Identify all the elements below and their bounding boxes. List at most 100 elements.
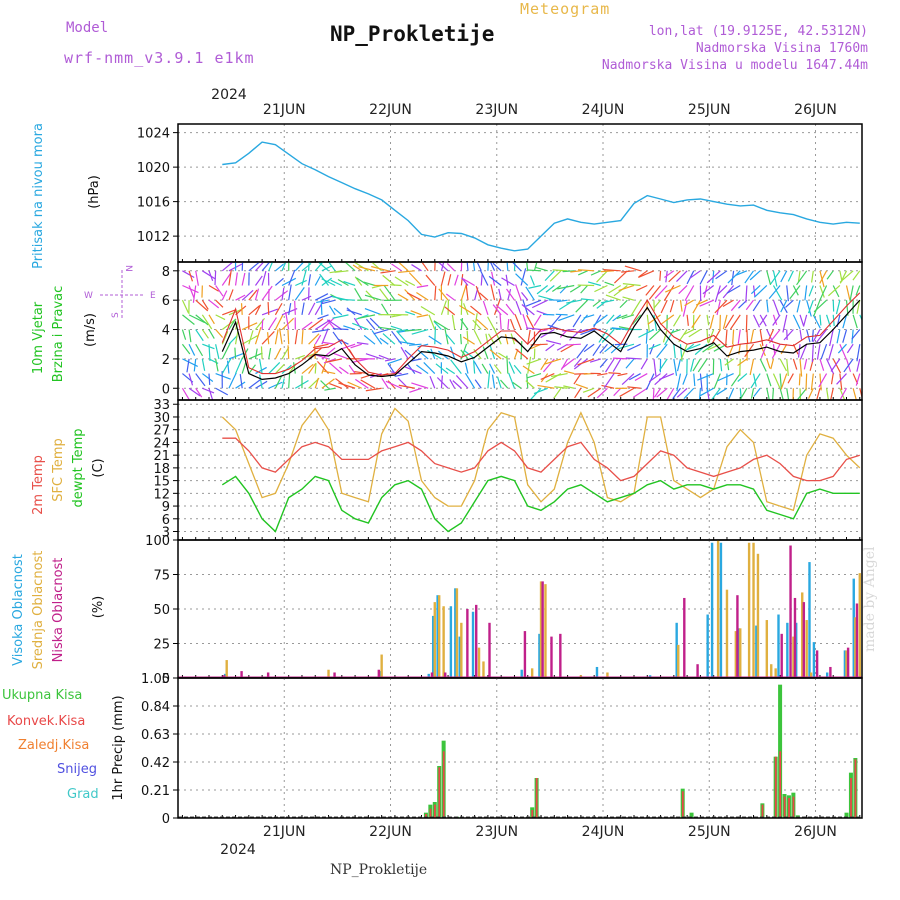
- wind-arrow: [460, 283, 468, 301]
- wind-arrow: [819, 358, 825, 371]
- wind-arrow: [459, 304, 475, 316]
- wind-arrow: [400, 346, 409, 360]
- wind-arrow: [573, 358, 582, 367]
- cloud-bar: [805, 620, 808, 678]
- wind-arrow: [842, 329, 848, 343]
- wind-arrow: [394, 372, 409, 377]
- wind-arrow: [215, 358, 219, 372]
- meteogram-title: Meteogram: [520, 0, 611, 18]
- wind-arrow: [555, 313, 568, 316]
- wind-arrow: [676, 387, 688, 398]
- wind-arrow: [390, 325, 402, 331]
- wind-arrow: [640, 358, 648, 370]
- wind-arrow: [281, 262, 287, 272]
- precip-conv-bar: [535, 778, 538, 818]
- wind-arrow: [819, 285, 828, 301]
- wind-arrow: [737, 329, 741, 344]
- wind-arrow: [221, 290, 228, 301]
- wind-arrow: [521, 304, 535, 316]
- precip-label-hail: Grad: [67, 787, 99, 802]
- wind-arrow: [440, 262, 445, 271]
- cloud-bar: [520, 669, 523, 678]
- cloud-bar: [380, 654, 383, 678]
- wind-arrow: [350, 343, 362, 349]
- wind-arrow: [455, 375, 469, 389]
- wind-arrow: [837, 343, 847, 354]
- wind-arrow: [554, 386, 568, 389]
- precip-conv-bar: [425, 814, 427, 818]
- wind-arrow: [221, 272, 232, 286]
- wind-arrow: [451, 314, 456, 330]
- wind-arrow: [444, 306, 456, 316]
- wind-arrow: [679, 300, 683, 312]
- wind-arrow: [829, 329, 834, 347]
- wind-arrow: [241, 322, 258, 331]
- wind-arrow: [572, 314, 582, 328]
- wind-arrow: [352, 322, 369, 331]
- wind-arrow: [648, 343, 661, 350]
- wind-arrow: [772, 314, 778, 325]
- wind-arrow: [739, 388, 742, 399]
- wind-arrow: [573, 373, 582, 385]
- wind-arrow: [470, 305, 482, 316]
- wind-arrow: [445, 367, 456, 375]
- cloud-bar: [846, 647, 850, 678]
- wind-arrow: [201, 358, 206, 371]
- wind-arrow: [332, 352, 349, 360]
- wind-arrow: [293, 362, 296, 374]
- y-tick-label: 1024: [137, 127, 170, 142]
- wind-arrow: [842, 314, 848, 329]
- cloud-bar: [774, 668, 777, 678]
- wind-arrow: [611, 327, 628, 331]
- wind-arrow: [540, 358, 549, 371]
- wind-arrow: [527, 269, 542, 272]
- cloud-bar: [449, 606, 453, 678]
- wind-arrow: [248, 330, 254, 345]
- wind-arrow: [365, 290, 376, 301]
- wind-arrow: [474, 313, 478, 330]
- wind-arrow: [381, 303, 389, 316]
- wind-arrow: [440, 300, 447, 316]
- wind-arrow: [549, 270, 562, 282]
- wind-arrow: [460, 349, 469, 360]
- wind-arrow: [592, 299, 602, 307]
- wind-arrow: [500, 379, 509, 389]
- cloud-bar: [438, 595, 441, 678]
- wind-arrow: [621, 373, 635, 386]
- wind-arrow: [826, 270, 834, 280]
- cloud-label-high: Visoka Oblacnost: [11, 554, 26, 666]
- wind-arrow: [301, 321, 313, 331]
- wind-arrow: [335, 378, 349, 389]
- wind-compass: W E N S: [84, 265, 156, 320]
- wind-arrow: [684, 299, 695, 307]
- wind-arrow: [710, 387, 721, 400]
- wind-arrow: [287, 345, 290, 359]
- pressure-unit: (hPa): [87, 175, 102, 209]
- wind-arrow: [796, 387, 808, 400]
- wind-arrow: [666, 387, 675, 400]
- y-tick-label: 21: [153, 449, 170, 464]
- wind-arrow: [525, 380, 535, 389]
- cloud-label-mid: Srednja Oblacnost: [31, 551, 46, 670]
- wind-arrow: [195, 270, 199, 286]
- wind-arrow: [327, 320, 336, 330]
- wind-arrow: [618, 343, 635, 350]
- wind-arrow: [360, 373, 376, 379]
- wind-arrow: [489, 349, 502, 360]
- wind-arrow: [587, 281, 601, 287]
- cloud-bar: [606, 672, 609, 678]
- day-label-bottom: 26JUN: [794, 824, 837, 840]
- wind-arrow: [427, 349, 442, 360]
- cloud-bar: [786, 622, 789, 678]
- wind-arrow: [839, 343, 847, 360]
- wind-arrow: [797, 270, 801, 283]
- wind-arrow: [792, 358, 798, 370]
- wind-arrow: [699, 387, 714, 397]
- y-tick-label: 33: [153, 398, 170, 413]
- wind-arrow: [447, 274, 452, 286]
- wind-arrow: [332, 314, 349, 319]
- wind-arrow: [364, 294, 382, 301]
- wind-arrow: [526, 314, 535, 330]
- wind-arrow: [727, 388, 735, 400]
- wind-arrow: [411, 382, 429, 389]
